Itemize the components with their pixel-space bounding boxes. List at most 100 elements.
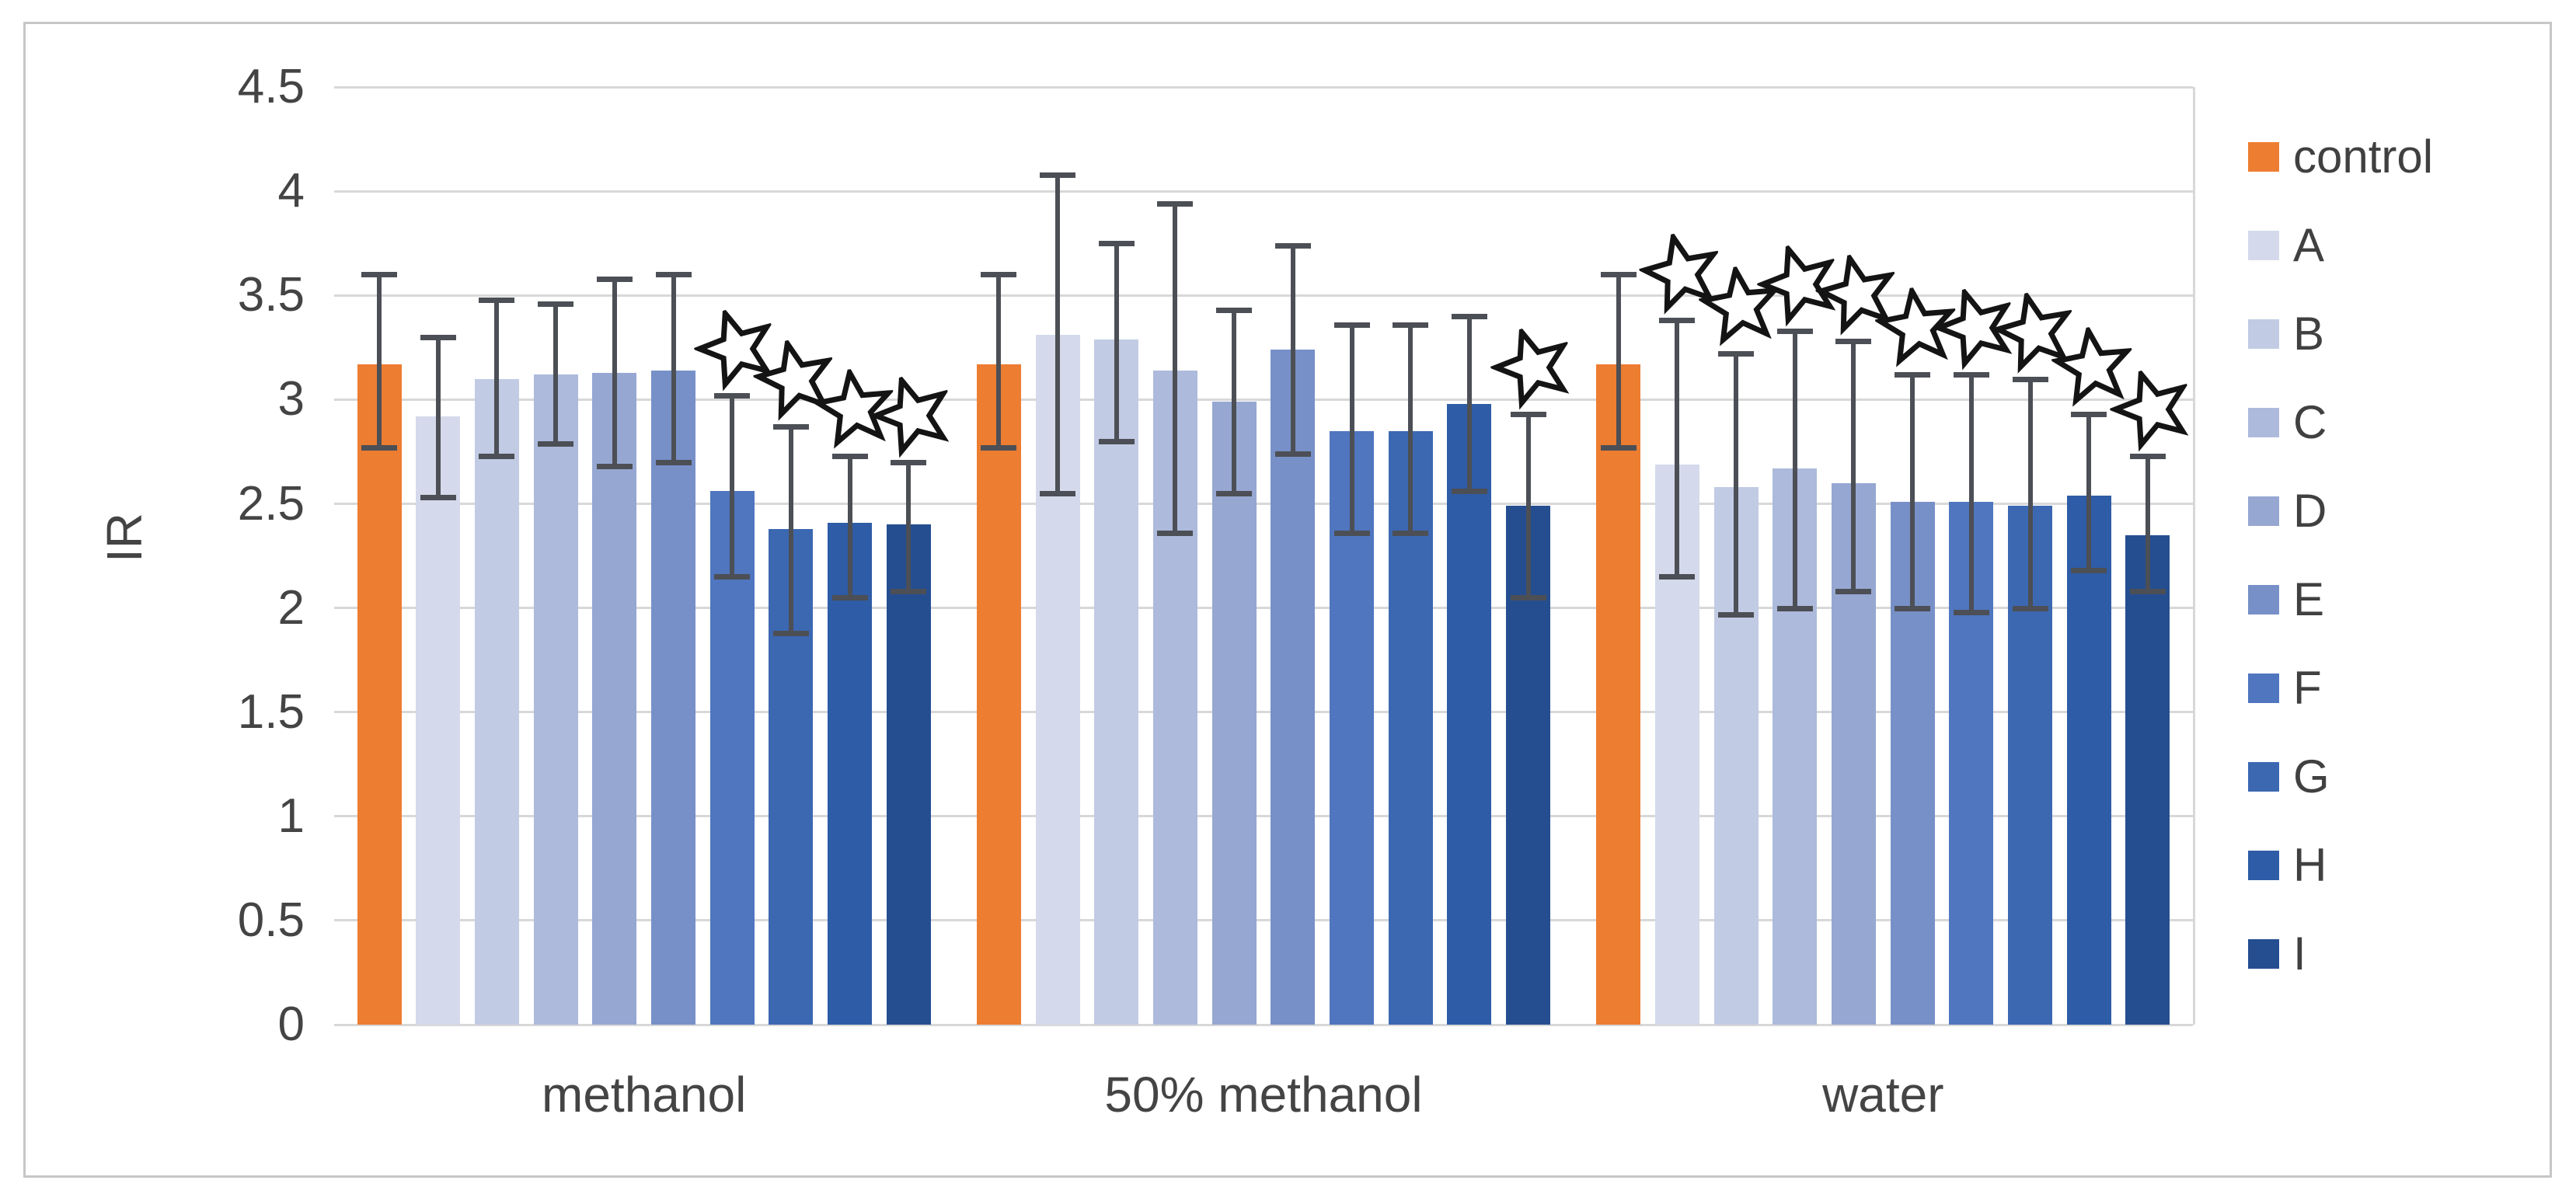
error-bar-cap-bottom xyxy=(1216,491,1253,497)
error-bar xyxy=(553,304,559,444)
bar-control-methanol xyxy=(357,364,402,1025)
error-bar-cap-top xyxy=(1776,328,1813,334)
open-star-icon xyxy=(1986,284,2083,381)
error-bar-cap-bottom xyxy=(1835,589,1872,595)
error-bar-cap-top xyxy=(981,272,1017,278)
gridline xyxy=(334,294,2193,297)
error-bar-cap-top xyxy=(655,272,692,278)
bar-H-50%-methanol xyxy=(1447,403,1492,1025)
bar-F-methanol xyxy=(709,491,755,1025)
plot-right-border xyxy=(2193,87,2195,1025)
error-bar-cap-top xyxy=(1216,308,1253,314)
gridline xyxy=(334,711,2193,714)
y-tick-label: 2.5 xyxy=(237,476,305,531)
bar-I-water xyxy=(2125,534,2170,1025)
error-bar xyxy=(377,274,382,448)
error-bar-cap-bottom xyxy=(831,595,868,601)
open-star-icon xyxy=(1810,246,1907,343)
legend-label: I xyxy=(2293,928,2306,980)
legend-swatch-icon xyxy=(2248,408,2279,437)
legend-swatch-icon xyxy=(2248,939,2279,969)
error-bar-cap-top xyxy=(1333,322,1370,328)
error-bar xyxy=(1055,174,1061,494)
legend-swatch-icon xyxy=(2248,142,2279,172)
x-category-label: 50% methanol xyxy=(1104,1067,1423,1123)
gridline xyxy=(334,398,2193,401)
legend-label: G xyxy=(2293,750,2330,802)
open-star-icon xyxy=(1633,225,1731,322)
error-bar-cap-top xyxy=(1835,339,1872,345)
error-bar-cap-top xyxy=(1600,272,1637,278)
error-bar xyxy=(1734,353,1739,614)
y-tick-label: 1 xyxy=(277,788,305,843)
legend-swatch-icon xyxy=(2248,496,2279,526)
error-bar-cap-top xyxy=(479,297,515,303)
error-bar-cap-bottom xyxy=(891,589,927,595)
legend-label: A xyxy=(2293,219,2325,271)
error-bar xyxy=(1173,204,1178,534)
error-bar-cap-top xyxy=(1718,351,1755,357)
error-bar xyxy=(2086,414,2092,571)
open-star-icon xyxy=(2048,322,2139,413)
legend-swatch-icon xyxy=(2248,231,2279,260)
error-bar xyxy=(1792,330,1797,608)
open-star-icon xyxy=(2101,358,2203,460)
legend-label: F xyxy=(2293,662,2322,714)
open-star-icon xyxy=(748,332,845,429)
y-tick-label: 4 xyxy=(277,164,305,218)
error-bar-cap-bottom xyxy=(1040,491,1076,497)
error-bar xyxy=(847,455,852,598)
error-bar xyxy=(1290,245,1295,454)
error-bar-cap-bottom xyxy=(596,464,633,470)
y-tick-label: 1.5 xyxy=(237,684,305,739)
y-tick-label: 2 xyxy=(277,580,305,635)
error-bar-cap-bottom xyxy=(1953,609,1989,615)
open-star-icon xyxy=(1482,317,1584,419)
error-bar-cap-top xyxy=(1659,318,1696,324)
error-bar-cap-bottom xyxy=(1393,531,1429,537)
y-tick-label: 3 xyxy=(277,372,305,426)
error-bar-cap-bottom xyxy=(1098,439,1135,445)
error-bar-cap-bottom xyxy=(1157,531,1194,537)
error-bar xyxy=(1675,320,1680,577)
error-bar xyxy=(1851,341,1856,592)
error-bar xyxy=(435,336,441,498)
gridline xyxy=(334,815,2193,818)
error-bar-cap-bottom xyxy=(361,445,398,451)
error-bar-cap-bottom xyxy=(1895,605,1931,611)
bar-I-methanol xyxy=(886,524,931,1025)
gridline xyxy=(334,85,2193,89)
error-bar-cap-top xyxy=(1451,314,1487,320)
error-bar xyxy=(1408,324,1413,534)
error-bar-cap-top xyxy=(1895,372,1931,378)
error-bar xyxy=(2027,378,2033,608)
bar-C-methanol xyxy=(533,374,578,1025)
bar-B-50%-methanol xyxy=(1094,339,1139,1025)
error-bar-cap-top xyxy=(714,393,751,399)
gridline xyxy=(334,503,2193,505)
y-tick-label: 0.5 xyxy=(237,893,305,947)
error-bar-cap-bottom xyxy=(1600,445,1637,451)
gridline xyxy=(334,1023,2193,1026)
error-bar-cap-bottom xyxy=(2071,568,2107,574)
open-star-icon xyxy=(1925,277,2027,379)
error-bar xyxy=(1114,243,1119,442)
error-bar-cap-bottom xyxy=(714,574,751,580)
legend-swatch-icon xyxy=(2248,762,2279,792)
legend-label: C xyxy=(2293,396,2327,448)
open-star-icon xyxy=(1871,282,1962,373)
error-bar xyxy=(671,274,676,462)
error-bar-cap-top xyxy=(538,301,574,308)
error-bar-cap-top xyxy=(2012,376,2048,382)
gridline xyxy=(334,607,2193,610)
error-bar-cap-top xyxy=(1393,322,1429,328)
error-bar-cap-top xyxy=(1274,242,1311,249)
error-bar-cap-bottom xyxy=(1718,611,1755,618)
legend-label: E xyxy=(2293,573,2325,625)
open-star-icon xyxy=(1748,233,1850,335)
bar-D-50%-methanol xyxy=(1211,402,1257,1025)
open-star-icon xyxy=(686,298,788,400)
legend-label: control xyxy=(2293,131,2434,183)
error-bar-cap-bottom xyxy=(2012,605,2048,611)
legend-swatch-icon xyxy=(2248,585,2279,614)
